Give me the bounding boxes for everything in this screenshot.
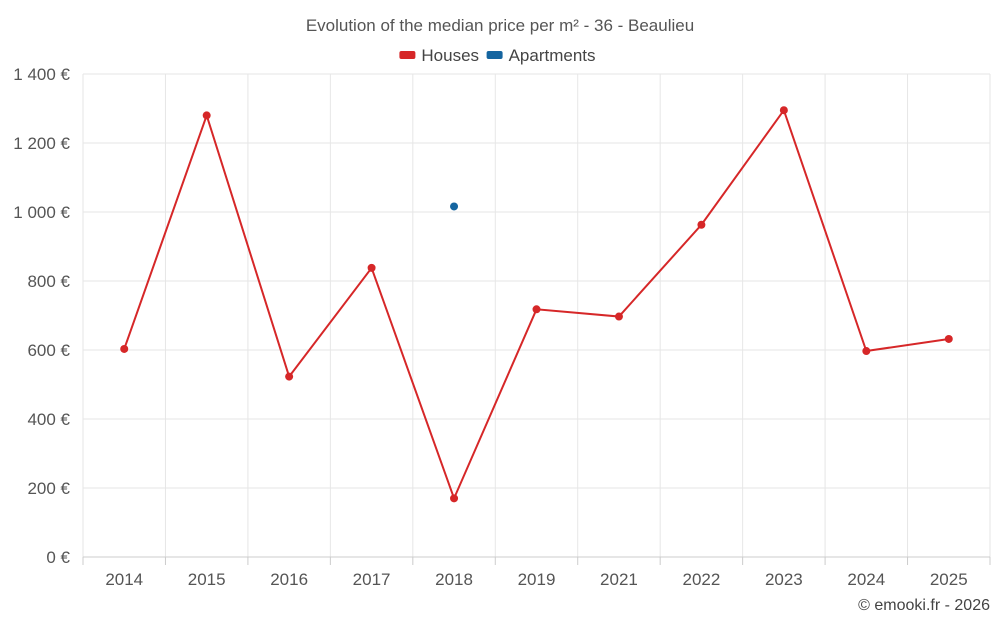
legend: Houses Apartments — [399, 46, 596, 65]
legend-swatch-apartments — [486, 51, 503, 59]
houses-point[interactable] — [120, 344, 129, 353]
y-tick-label: 400 € — [27, 410, 70, 429]
y-tick-label: 1 200 € — [13, 134, 70, 153]
houses-point[interactable] — [944, 334, 953, 343]
credit: © emooki.fr - 2026 — [858, 597, 990, 614]
x-tick-label: 2015 — [188, 570, 226, 589]
x-tick-label: 2017 — [353, 570, 391, 589]
houses-point[interactable] — [697, 220, 706, 229]
y-axis: 0 € 200 € 400 € 600 € 800 € 1 000 € 1 200 € 1 4… — [13, 65, 70, 567]
x-tick-label: 2014 — [105, 570, 143, 589]
series-layer — [120, 106, 953, 503]
grid — [82, 73, 991, 557]
x-axis: 2014 2015 2016 2017 2018 2019 2021 2022 2023 2024… — [82, 556, 991, 589]
y-tick-label: 0 € — [46, 548, 70, 567]
houses-point[interactable] — [450, 494, 459, 503]
houses-point[interactable] — [532, 305, 541, 314]
houses-point[interactable] — [779, 106, 788, 115]
x-tick-label: 2018 — [435, 570, 473, 589]
houses-point[interactable] — [367, 263, 376, 272]
x-tick-label: 2016 — [270, 570, 308, 589]
houses-point[interactable] — [202, 111, 211, 120]
legend-item-houses[interactable]: Houses — [421, 46, 479, 65]
houses-point[interactable] — [285, 372, 294, 381]
apartments-point[interactable] — [450, 202, 459, 211]
x-tick-label: 2025 — [930, 570, 968, 589]
x-tick-label: 2022 — [682, 570, 720, 589]
x-tick-label: 2021 — [600, 570, 638, 589]
legend-swatch-houses — [399, 51, 416, 59]
chart-title: Evolution of the median price per m² - 3… — [306, 16, 694, 35]
houses-point[interactable] — [614, 312, 623, 321]
x-tick-label: 2024 — [847, 570, 885, 589]
y-tick-label: 800 € — [27, 272, 70, 291]
x-tick-label: 2023 — [765, 570, 803, 589]
x-tick-label: 2019 — [518, 570, 556, 589]
y-tick-label: 1 000 € — [13, 203, 70, 222]
y-tick-label: 1 400 € — [13, 65, 70, 84]
y-tick-label: 200 € — [27, 479, 70, 498]
y-tick-label: 600 € — [27, 341, 70, 360]
legend-item-apartments[interactable]: Apartments — [509, 46, 596, 65]
houses-point[interactable] — [862, 347, 871, 356]
